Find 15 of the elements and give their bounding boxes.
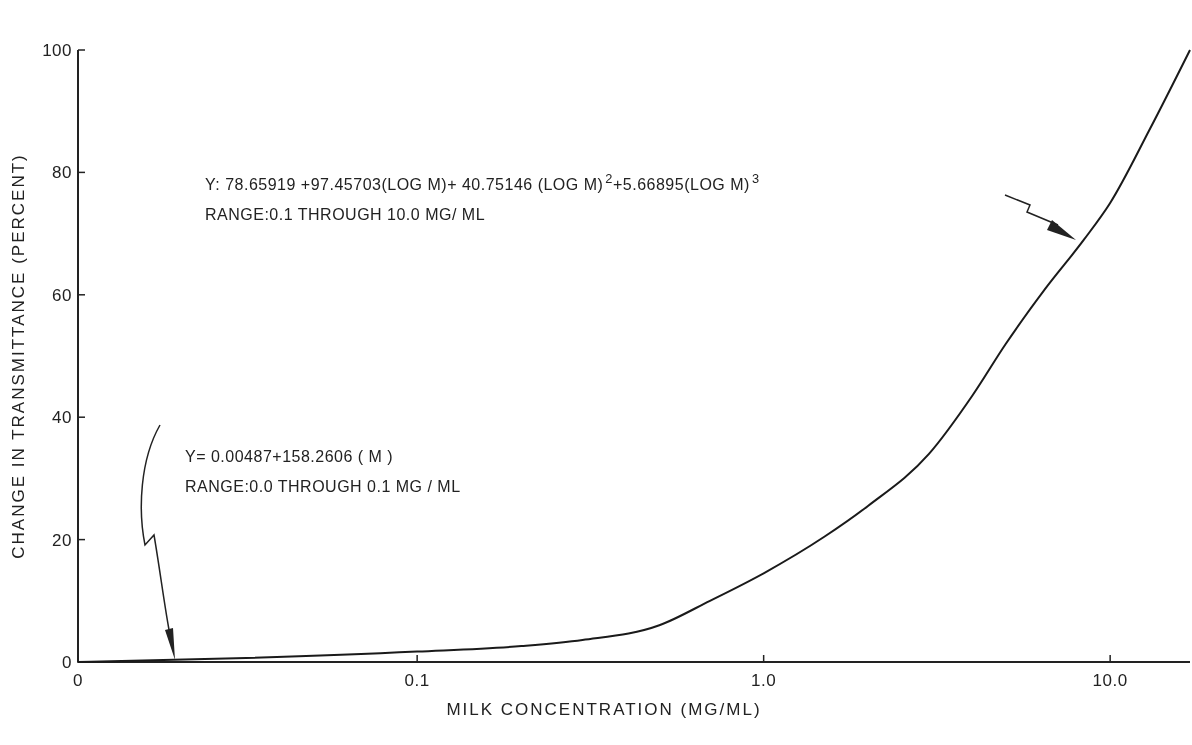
annotation: Y: 78.65919 +97.45703(LOG M)+ 40.75146 (LOG M)$^{2}$+5.66895(LOG M)$^{3}$ — [205, 170, 760, 193]
annotation: RANGE:0.0 THROUGH 0.1 MG / ML — [185, 478, 461, 495]
x-tick-label: 1.0 — [751, 671, 777, 690]
y-tick-label: 100 — [42, 40, 72, 60]
annotation: RANGE:0.1 THROUGH 10.0 MG/ ML — [205, 206, 486, 223]
y-tick-label: 60 — [52, 285, 72, 305]
annotation: Y= 0.00487+158.2606 ( M ) — [185, 448, 394, 465]
y-tick-label: 80 — [52, 163, 72, 183]
x-tick-label: 0.1 — [404, 671, 430, 690]
y-tick-label: 0 — [62, 652, 72, 672]
x-axis-title: MILK CONCENTRATION (MG/ML) — [446, 700, 762, 719]
y-axis-title: CHANGE IN TRANSMITTANCE (PERCENT) — [9, 153, 28, 559]
y-tick-label: 40 — [52, 408, 72, 428]
y-tick-label: 20 — [52, 530, 72, 550]
x-tick-label: 10.0 — [1092, 671, 1128, 690]
